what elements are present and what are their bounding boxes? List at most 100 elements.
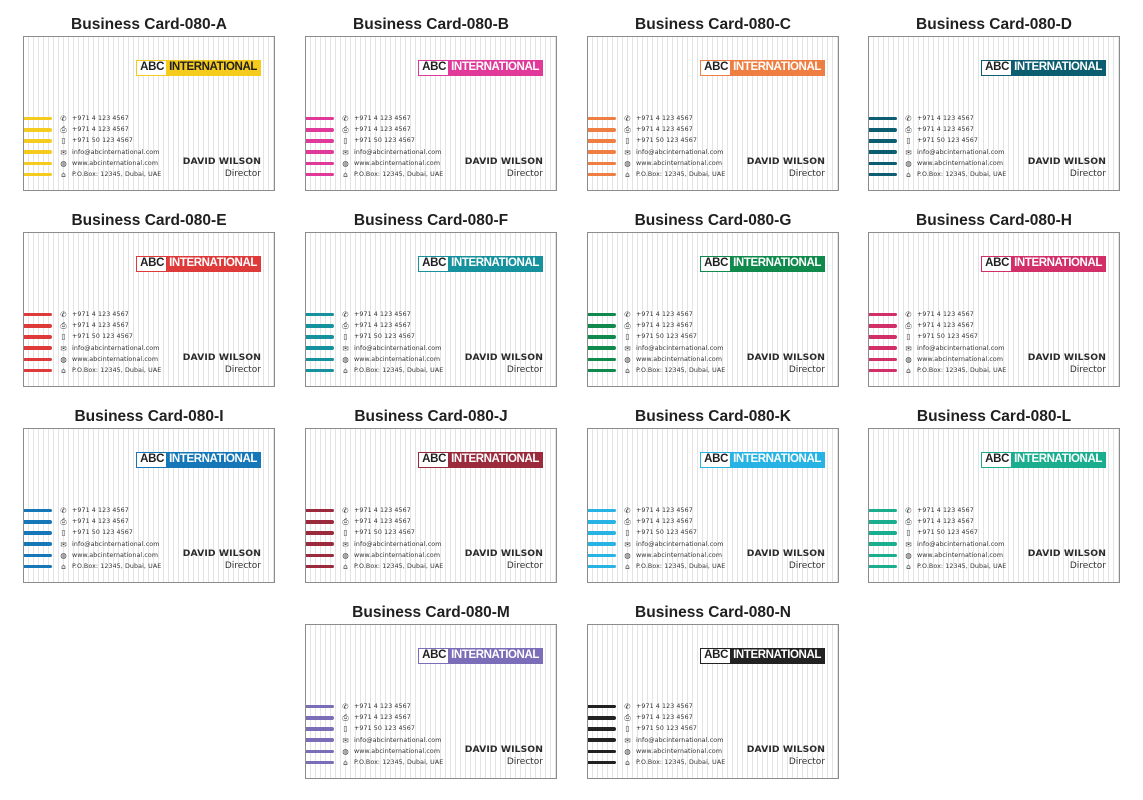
business-card: ABC INTERNATIONAL ✆ +971 4 123 4567 ⎙ +971 4 …	[23, 232, 275, 387]
person-block: DAVID WILSON Director	[1028, 548, 1106, 573]
mobile-icon: ▯	[906, 332, 911, 342]
accent-bar	[306, 749, 334, 754]
contact-row: ⎙ +971 4 123 4567	[588, 516, 748, 527]
contact-text: P.O.Box: 12345, Dubai, UAE	[636, 759, 726, 767]
contact-text: +971 4 123 4567	[636, 311, 693, 319]
card-title: Business Card-080-G	[634, 212, 792, 229]
person-name: DAVID WILSON	[464, 156, 543, 167]
contact-list: ✆ +971 4 123 4567 ⎙ +971 4 123 4567 ▯ +971 50…	[306, 113, 466, 180]
home-icon: ⌂	[625, 758, 630, 768]
contact-row: ◍ www.abcinternational.com	[588, 746, 748, 757]
accent-bar	[306, 150, 334, 154]
contact-text: info@abcinternational.com	[354, 736, 442, 744]
contact-row: ✆ +971 4 123 4567	[24, 309, 184, 320]
contact-list: ✆ +971 4 123 4567 ⎙ +971 4 123 4567 ▯ +971 50…	[869, 113, 1029, 180]
contact-row: ▯ +971 50 123 4567	[306, 331, 466, 342]
contact-text: www.abcinternational.com	[917, 159, 1004, 167]
card-title: Business Card-080-H	[916, 212, 1072, 229]
person-role: Director	[224, 169, 261, 179]
contact-row: ⌂ P.O.Box: 12345, Dubai, UAE	[24, 365, 184, 376]
accent-bar	[24, 161, 52, 166]
home-icon: ⌂	[61, 170, 66, 180]
logo-abc-text: ABC	[701, 649, 731, 663]
contact-text: www.abcinternational.com	[354, 747, 441, 755]
fax-icon: ⎙	[624, 713, 631, 723]
person-block: DAVID WILSON Director	[747, 352, 825, 377]
fax-icon: ⎙	[342, 517, 349, 527]
company-logo: ABC INTERNATIONAL	[418, 256, 543, 272]
contact-list: ✆ +971 4 123 4567 ⎙ +971 4 123 4567 ▯ +971 50…	[306, 309, 466, 376]
contact-text: www.abcinternational.com	[354, 159, 441, 167]
email-icon: ✉	[905, 343, 912, 353]
accent-bar	[588, 716, 616, 720]
accent-bar	[306, 564, 334, 569]
contact-text: info@abcinternational.com	[354, 344, 442, 352]
contact-text: P.O.Box: 12345, Dubai, UAE	[917, 563, 1007, 571]
phone-icon: ✆	[905, 506, 912, 516]
contact-text: P.O.Box: 12345, Dubai, UAE	[636, 367, 726, 375]
phone-icon: ✆	[60, 114, 67, 124]
home-icon: ⌂	[906, 170, 911, 180]
accent-bar	[869, 357, 897, 362]
business-card: ABC INTERNATIONAL ✆ +971 4 123 4567 ⎙ +971 4 …	[587, 624, 839, 779]
logo-international-text: INTERNATIONAL	[448, 61, 542, 75]
logo-abc-text: ABC	[419, 61, 449, 75]
fax-icon: ⎙	[624, 517, 631, 527]
phone-icon: ✆	[60, 506, 67, 516]
accent-bar	[869, 161, 897, 166]
mobile-icon: ▯	[61, 332, 66, 342]
contact-text: +971 4 123 4567	[636, 703, 693, 711]
contact-row: ⌂ P.O.Box: 12345, Dubai, UAE	[588, 365, 748, 376]
phone-icon: ✆	[60, 310, 67, 320]
fax-icon: ⎙	[624, 321, 631, 331]
contact-row: ⎙ +971 4 123 4567	[24, 516, 184, 527]
contact-text: P.O.Box: 12345, Dubai, UAE	[72, 171, 162, 179]
accent-bar	[869, 531, 897, 535]
contact-text: +971 4 123 4567	[354, 714, 411, 722]
contact-text: +971 4 123 4567	[917, 507, 974, 515]
contact-row: ⎙ +971 4 123 4567	[306, 320, 466, 331]
contact-text: P.O.Box: 12345, Dubai, UAE	[72, 367, 162, 375]
person-block: DAVID WILSON Director	[747, 156, 825, 181]
contact-row: ✉ info@abcinternational.com	[306, 343, 466, 354]
globe-icon: ◍	[342, 746, 349, 756]
company-logo: ABC INTERNATIONAL	[700, 648, 825, 664]
accent-bar	[306, 716, 334, 720]
accent-bar	[24, 139, 52, 143]
phone-icon: ✆	[624, 506, 631, 516]
accent-bar	[588, 704, 616, 709]
accent-bar	[588, 553, 616, 558]
accent-bar	[588, 161, 616, 166]
contact-list: ✆ +971 4 123 4567 ⎙ +971 4 123 4567 ▯ +971 50…	[24, 505, 184, 572]
contact-row: ◍ www.abcinternational.com	[588, 354, 748, 365]
contact-list: ✆ +971 4 123 4567 ⎙ +971 4 123 4567 ▯ +971 50…	[588, 701, 748, 768]
mobile-icon: ▯	[906, 136, 911, 146]
accent-bar	[306, 335, 334, 339]
contact-row: ⎙ +971 4 123 4567	[24, 124, 184, 135]
contact-text: P.O.Box: 12345, Dubai, UAE	[354, 367, 444, 375]
contact-text: +971 4 123 4567	[72, 322, 129, 330]
logo-abc-text: ABC	[137, 453, 167, 467]
card-title: Business Card-080-L	[916, 408, 1072, 425]
accent-bar	[869, 139, 897, 143]
accent-bar	[869, 553, 897, 558]
card-title: Business Card-080-J	[354, 408, 508, 425]
contact-row: ⌂ P.O.Box: 12345, Dubai, UAE	[306, 561, 466, 572]
contact-text: +971 50 123 4567	[636, 725, 697, 733]
accent-bar	[869, 172, 897, 177]
contact-text: +971 4 123 4567	[354, 322, 411, 330]
contact-text: +971 50 123 4567	[354, 725, 415, 733]
contact-text: +971 50 123 4567	[72, 333, 133, 341]
contact-text: P.O.Box: 12345, Dubai, UAE	[354, 171, 444, 179]
contact-row: ✆ +971 4 123 4567	[306, 701, 466, 712]
accent-bar	[869, 564, 897, 569]
contact-row: ✆ +971 4 123 4567	[24, 505, 184, 516]
person-block: DAVID WILSON Director	[747, 548, 825, 573]
contact-row: ◍ www.abcinternational.com	[869, 158, 1029, 169]
card-title: Business Card-080-C	[635, 16, 791, 33]
contact-text: +971 4 123 4567	[354, 518, 411, 526]
person-role: Director	[788, 169, 825, 179]
card-title: Business Card-080-D	[916, 16, 1072, 33]
contact-list: ✆ +971 4 123 4567 ⎙ +971 4 123 4567 ▯ +971 50…	[869, 309, 1029, 376]
